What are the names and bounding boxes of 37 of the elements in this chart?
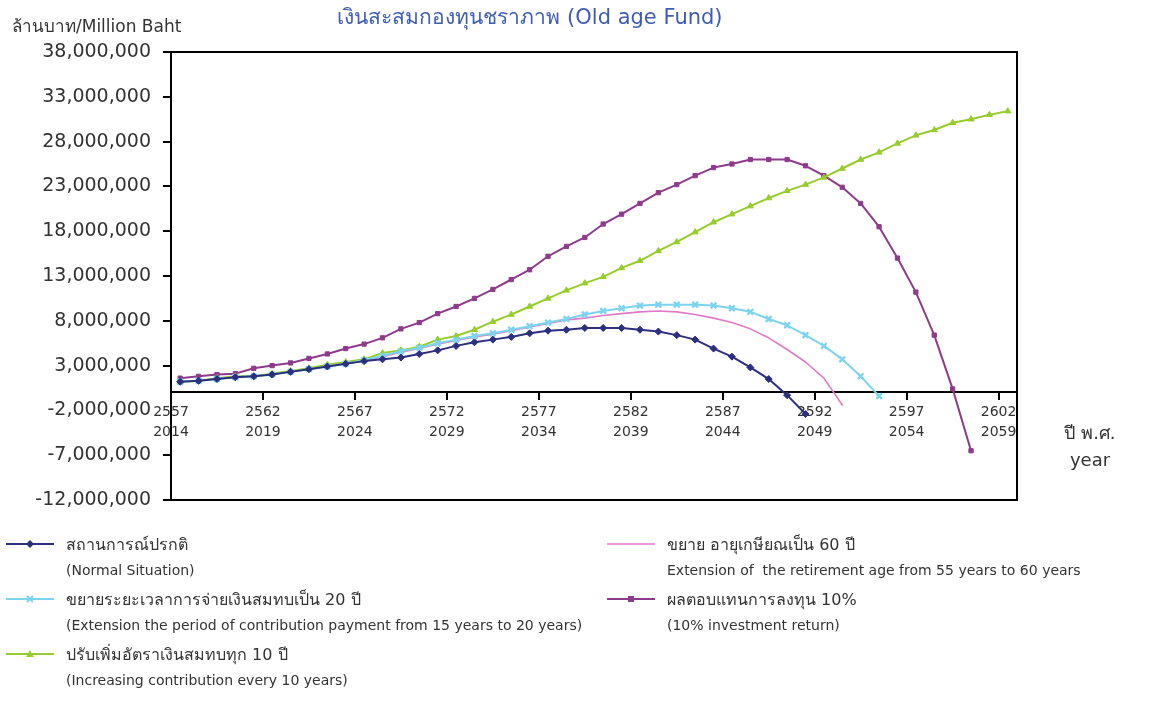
y-tick-label: 8,000,000: [54, 307, 151, 330]
y-tick-label: 28,000,000: [42, 128, 151, 151]
legend-label: ผลตอบแทนการลงทุน 10% (10% investment return): [667, 589, 857, 635]
y-tick-label: 13,000,000: [42, 262, 151, 285]
x-tick-label: 2582: [612, 403, 649, 420]
legend-label: ขยาย อายุเกษียณเป็น 60 ปี Extension of the retirement age from 55 years to 60 years: [667, 533, 1081, 580]
x-tick-label: 2577: [521, 403, 557, 420]
x2-tick-label: 2034: [521, 423, 557, 440]
x2-tick-label: 2049: [796, 423, 833, 440]
x2-tick-label: 2059: [980, 423, 1017, 440]
x-tick-label: 2572: [429, 403, 465, 420]
y-tick-label: -7,000,000: [47, 442, 151, 465]
x-tick-label: 2597: [888, 403, 925, 420]
y-tick-label: 38,000,000: [42, 38, 151, 61]
x2-tick-label: 2039: [612, 423, 649, 440]
x-tick-label: 2602: [980, 403, 1017, 420]
y-tick-label: 23,000,000: [42, 173, 151, 196]
x-tick-label: 2567: [337, 403, 373, 420]
x2-tick-label: 2019: [245, 423, 281, 440]
legend-label: สถานการณ์ปรกติ (Normal Situation): [66, 534, 195, 580]
y-tick-label: 18,000,000: [42, 218, 151, 241]
x-tick-label: 2562: [245, 403, 281, 420]
y-tick-label: 3,000,000: [54, 352, 151, 375]
chart-title: เงินสะสมกองทุนชราภาพ (Old age Fund): [336, 4, 724, 32]
legend-label: ขยายระยะเวลาการจ่ายเงินสมทบเป็น 20 ปี (Extension the period of contribution payment from 15 years to 20 years): [66, 588, 583, 635]
y-axis-title: ล้านบาท/Million Baht: [12, 15, 182, 38]
x2-axis-title: year: [1068, 448, 1112, 472]
x2-tick-label: 2054: [888, 423, 925, 440]
y-tick-label: -2,000,000: [47, 397, 151, 420]
x2-tick-label: 2029: [429, 423, 465, 440]
x-tick-label: 2587: [704, 403, 741, 420]
y-tick-label: 33,000,000: [42, 83, 151, 106]
x-axis-title: ปี พ.ศ.: [1063, 421, 1117, 445]
legend-label: ปรับเพิ่มอัตราเงินสมทบทุก 10 ปี (Increasing contribution every 10 years): [66, 643, 348, 690]
y-tick-label: -12,000,000: [35, 486, 151, 509]
x2-tick-label: 2024: [337, 423, 373, 440]
x2-tick-label: 2044: [704, 423, 741, 440]
